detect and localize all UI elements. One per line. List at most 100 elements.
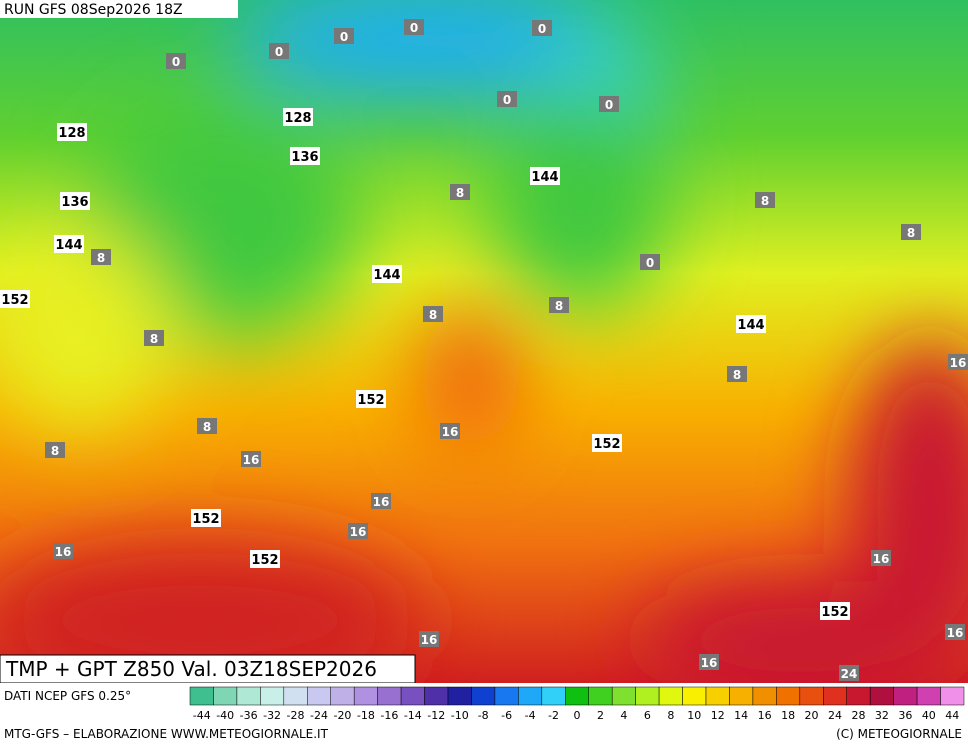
scale-label: 36 bbox=[898, 709, 912, 722]
gpt-label-box bbox=[191, 509, 221, 527]
scale-cell bbox=[893, 686, 918, 706]
scale-label: 4 bbox=[620, 709, 627, 722]
tmp-label: 24 bbox=[841, 667, 858, 681]
field-box bbox=[0, 654, 416, 684]
tmp-label-box bbox=[404, 19, 424, 35]
tmp-label: 0 bbox=[503, 93, 511, 107]
tmp-label-box bbox=[901, 224, 921, 240]
credit: MTG-GFS – ELABORAZIONE WWW.METEOGIORNALE… bbox=[4, 727, 329, 741]
gpt-label: 144 bbox=[531, 170, 558, 185]
tmp-label-box bbox=[423, 306, 443, 322]
scale-cell bbox=[916, 686, 941, 706]
scale-cell bbox=[236, 686, 261, 706]
scale-label: -18 bbox=[357, 709, 375, 722]
tmp-label: 8 bbox=[733, 368, 741, 382]
tmp-label: 0 bbox=[340, 30, 348, 44]
gpt-label: 128 bbox=[58, 126, 85, 141]
scale-cell bbox=[705, 686, 730, 706]
gpt-label: 136 bbox=[291, 150, 318, 165]
scale-cell bbox=[307, 686, 331, 706]
gpt-label-box bbox=[530, 167, 560, 185]
tmp-label-box bbox=[91, 249, 111, 265]
tmp-label-box bbox=[419, 631, 439, 647]
scale-cell bbox=[518, 686, 543, 706]
tmp-label: 16 bbox=[701, 656, 718, 670]
scale-cell bbox=[447, 686, 472, 706]
scale-cell bbox=[611, 686, 636, 706]
gpt-label: 144 bbox=[373, 268, 400, 283]
scale-cell bbox=[353, 686, 378, 706]
scale-cell bbox=[729, 686, 754, 706]
scale-label: -2 bbox=[548, 709, 559, 722]
gpt-label: 152 bbox=[192, 512, 219, 527]
field-label: TMP + GPT Z850 Val. 03Z18SEP2026 bbox=[5, 657, 377, 681]
tmp-label: 8 bbox=[456, 186, 464, 200]
tmp-label: 16 bbox=[55, 545, 72, 559]
tmp-label: 0 bbox=[605, 98, 613, 112]
tmp-label-box bbox=[53, 543, 73, 559]
tmp-label-box bbox=[45, 442, 65, 458]
gpt-label-box bbox=[57, 123, 87, 141]
tmp-label-box bbox=[549, 297, 569, 313]
scale-label: -20 bbox=[333, 709, 351, 722]
tmp-label-box bbox=[839, 665, 859, 681]
scale-cell bbox=[940, 686, 965, 706]
tmp-label-box bbox=[440, 423, 460, 439]
scale-label: 14 bbox=[734, 709, 748, 722]
scale-label: 2 bbox=[597, 709, 604, 722]
scale-label: 6 bbox=[644, 709, 651, 722]
scale-cell bbox=[823, 686, 847, 706]
scale-label: -28 bbox=[287, 709, 305, 722]
tmp-label: 16 bbox=[950, 356, 967, 370]
scale-cell bbox=[330, 686, 355, 706]
tmp-label: 0 bbox=[275, 45, 283, 59]
scale-label: -44 bbox=[193, 709, 211, 722]
scale-label: -12 bbox=[427, 709, 445, 722]
tmp-label: 16 bbox=[243, 453, 260, 467]
scale-cell bbox=[588, 686, 613, 706]
tmp-label: 16 bbox=[873, 552, 890, 566]
tmp-label: 0 bbox=[172, 55, 180, 69]
scale-cell bbox=[682, 686, 707, 706]
scale-cell bbox=[869, 686, 894, 706]
scale-cell bbox=[260, 686, 285, 706]
tmp-label-box bbox=[945, 624, 965, 640]
scale-label: 40 bbox=[922, 709, 936, 722]
scale-cell bbox=[283, 686, 308, 706]
gpt-label: 144 bbox=[55, 238, 82, 253]
scale-cell bbox=[846, 686, 871, 706]
tmp-label: 0 bbox=[646, 256, 654, 270]
scale-cell bbox=[565, 686, 589, 706]
scale-label: 28 bbox=[851, 709, 865, 722]
tmp-label-box bbox=[871, 550, 891, 566]
gpt-label-box bbox=[356, 390, 386, 408]
tmp-label: 8 bbox=[150, 332, 158, 346]
scale-cell bbox=[776, 686, 801, 706]
gpt-label-box bbox=[54, 235, 84, 253]
scale-label: 12 bbox=[711, 709, 725, 722]
tmp-label: 0 bbox=[410, 21, 418, 35]
gpt-label-box bbox=[0, 290, 30, 308]
tmp-label-box bbox=[727, 366, 747, 382]
gpt-label-box bbox=[592, 434, 622, 452]
tmp-label: 8 bbox=[761, 194, 769, 208]
source: DATI NCEP GFS 0.25° bbox=[4, 689, 131, 703]
tmp-label-box bbox=[532, 20, 552, 36]
tmp-label: 16 bbox=[350, 525, 367, 539]
scale-cell bbox=[424, 686, 449, 706]
scale-label: -36 bbox=[240, 709, 258, 722]
scale-label: -10 bbox=[451, 709, 469, 722]
gpt-label-box bbox=[60, 192, 90, 210]
scale-label: 18 bbox=[781, 709, 795, 722]
tmp-label-box bbox=[497, 91, 517, 107]
tmp-label: 8 bbox=[907, 226, 915, 240]
temperature-field bbox=[0, 0, 968, 700]
gpt-label: 152 bbox=[821, 605, 848, 620]
scale-cell bbox=[658, 686, 683, 706]
gpt-label-box bbox=[250, 550, 280, 568]
tmp-label-box bbox=[144, 330, 164, 346]
tmp-label-box bbox=[269, 43, 289, 59]
scale-label: 10 bbox=[687, 709, 701, 722]
scale-label: -32 bbox=[263, 709, 281, 722]
